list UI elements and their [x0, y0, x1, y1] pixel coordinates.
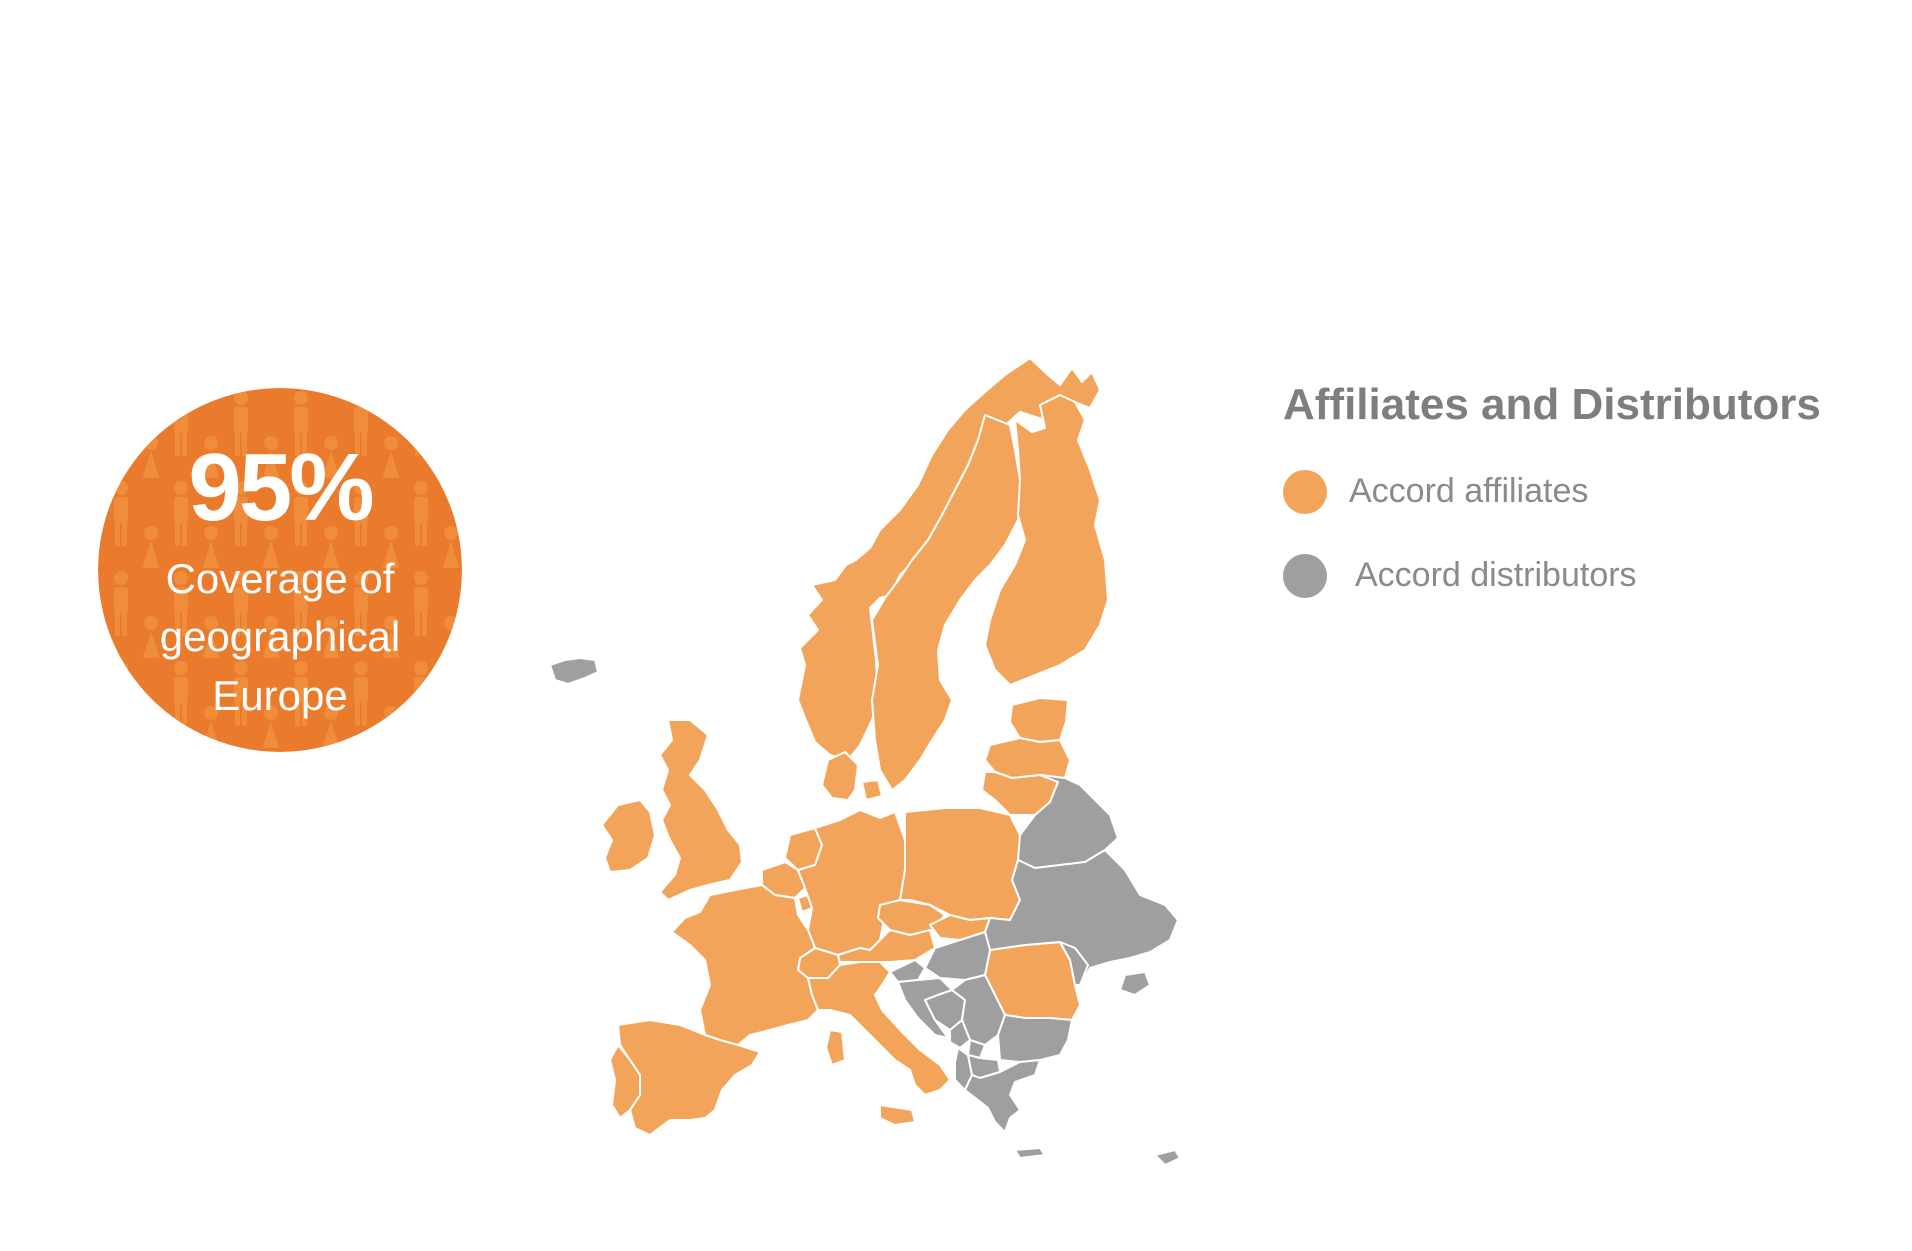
- country-portugal: [609, 1044, 641, 1119]
- affiliate-swatch-icon: [1283, 470, 1327, 514]
- country-finland: [984, 394, 1109, 686]
- country-sweden: [871, 414, 1021, 791]
- coverage-badge: 95% Coverage of geographical Europe: [98, 388, 462, 752]
- country-ireland: [601, 799, 656, 873]
- coverage-caption-line3: Europe: [212, 672, 348, 719]
- country-slovenia: [889, 959, 926, 983]
- country-iceland: [549, 657, 599, 685]
- country-italy: [807, 961, 951, 1126]
- country-montenegro: [949, 1019, 971, 1049]
- legend-label-distributors: Accord distributors: [1355, 556, 1637, 594]
- country-ukraine: [984, 849, 1179, 996]
- country-cyprus: [1154, 1149, 1181, 1166]
- country-uk: [659, 719, 743, 901]
- country-moldova: [1059, 941, 1089, 986]
- coverage-percent: 95%: [188, 434, 374, 541]
- country-bulgaria: [997, 1014, 1073, 1063]
- country-denmark: [821, 751, 883, 801]
- legend-title: Affiliates and Distributors: [1283, 380, 1821, 429]
- distributor-swatch-icon: [1283, 554, 1327, 598]
- country-czech: [877, 899, 946, 936]
- country-greece: [964, 1059, 1046, 1159]
- legend-label-affiliates: Accord affiliates: [1349, 472, 1589, 510]
- country-estonia: [1009, 697, 1069, 743]
- people-pattern-icon: [98, 388, 462, 752]
- country-france: [671, 884, 819, 1046]
- coverage-caption-line1: Coverage of: [165, 555, 395, 602]
- coverage-caption-line2: geographical: [159, 613, 401, 660]
